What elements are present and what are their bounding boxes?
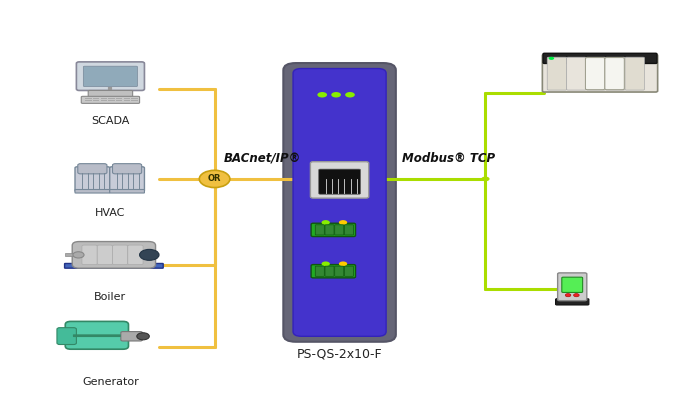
- Bar: [116, 98, 122, 100]
- FancyBboxPatch shape: [128, 245, 143, 265]
- Bar: [108, 98, 115, 100]
- FancyBboxPatch shape: [311, 223, 356, 237]
- FancyBboxPatch shape: [625, 57, 645, 90]
- FancyBboxPatch shape: [567, 57, 586, 90]
- Bar: [93, 98, 99, 100]
- Text: SCADA: SCADA: [91, 116, 130, 126]
- FancyBboxPatch shape: [284, 63, 395, 342]
- Bar: [93, 100, 99, 101]
- FancyBboxPatch shape: [585, 58, 605, 90]
- Circle shape: [549, 57, 554, 60]
- Bar: [124, 100, 130, 101]
- FancyBboxPatch shape: [113, 245, 128, 265]
- Circle shape: [321, 220, 330, 225]
- Text: BACnet/IP®: BACnet/IP®: [223, 152, 301, 165]
- Circle shape: [199, 170, 230, 187]
- FancyBboxPatch shape: [586, 57, 606, 90]
- Circle shape: [573, 294, 579, 297]
- Bar: [132, 100, 137, 101]
- FancyBboxPatch shape: [72, 241, 155, 268]
- FancyBboxPatch shape: [335, 225, 344, 235]
- FancyBboxPatch shape: [562, 277, 582, 293]
- FancyBboxPatch shape: [315, 225, 324, 235]
- FancyBboxPatch shape: [344, 225, 354, 235]
- Text: PS-QS-2x10-F: PS-QS-2x10-F: [297, 347, 382, 360]
- FancyBboxPatch shape: [75, 167, 110, 192]
- Circle shape: [566, 294, 570, 297]
- FancyBboxPatch shape: [65, 322, 129, 349]
- FancyBboxPatch shape: [606, 57, 625, 90]
- FancyBboxPatch shape: [315, 266, 324, 276]
- Bar: [108, 100, 115, 101]
- FancyBboxPatch shape: [57, 328, 76, 345]
- Bar: [124, 98, 130, 100]
- Text: Modbus® TCP: Modbus® TCP: [402, 152, 495, 165]
- FancyBboxPatch shape: [310, 162, 369, 198]
- FancyBboxPatch shape: [110, 189, 144, 193]
- FancyBboxPatch shape: [547, 57, 567, 90]
- FancyBboxPatch shape: [73, 334, 121, 337]
- FancyBboxPatch shape: [335, 266, 344, 276]
- FancyBboxPatch shape: [88, 91, 132, 97]
- Circle shape: [481, 177, 489, 181]
- FancyBboxPatch shape: [311, 264, 356, 278]
- FancyBboxPatch shape: [293, 69, 386, 336]
- Circle shape: [321, 262, 330, 266]
- Circle shape: [331, 92, 341, 98]
- Circle shape: [339, 220, 347, 225]
- Bar: [116, 100, 122, 101]
- Bar: [65, 253, 79, 256]
- Circle shape: [345, 92, 355, 98]
- Text: HVAC: HVAC: [95, 208, 125, 218]
- FancyBboxPatch shape: [64, 264, 163, 268]
- FancyBboxPatch shape: [605, 58, 624, 90]
- FancyBboxPatch shape: [110, 167, 144, 192]
- FancyBboxPatch shape: [543, 53, 657, 64]
- Circle shape: [73, 252, 84, 258]
- FancyBboxPatch shape: [542, 54, 657, 92]
- Bar: [85, 100, 92, 101]
- FancyBboxPatch shape: [344, 266, 354, 276]
- FancyBboxPatch shape: [325, 225, 334, 235]
- FancyBboxPatch shape: [558, 273, 587, 301]
- FancyBboxPatch shape: [78, 164, 107, 174]
- Text: OR: OR: [208, 174, 221, 183]
- FancyBboxPatch shape: [113, 164, 141, 174]
- Circle shape: [317, 92, 327, 98]
- FancyBboxPatch shape: [76, 62, 144, 91]
- Bar: [132, 98, 137, 100]
- FancyBboxPatch shape: [82, 245, 97, 265]
- FancyBboxPatch shape: [325, 266, 334, 276]
- FancyBboxPatch shape: [318, 169, 360, 194]
- FancyBboxPatch shape: [556, 299, 589, 305]
- FancyBboxPatch shape: [81, 96, 139, 103]
- Circle shape: [339, 262, 347, 266]
- FancyBboxPatch shape: [97, 245, 113, 265]
- FancyBboxPatch shape: [121, 331, 142, 341]
- Bar: [85, 98, 92, 100]
- Circle shape: [139, 249, 159, 260]
- Bar: [101, 98, 107, 100]
- Text: Boiler: Boiler: [94, 293, 127, 303]
- FancyBboxPatch shape: [83, 66, 137, 87]
- Circle shape: [136, 333, 149, 340]
- FancyBboxPatch shape: [75, 189, 110, 193]
- Text: Generator: Generator: [82, 377, 139, 387]
- Bar: [101, 100, 107, 101]
